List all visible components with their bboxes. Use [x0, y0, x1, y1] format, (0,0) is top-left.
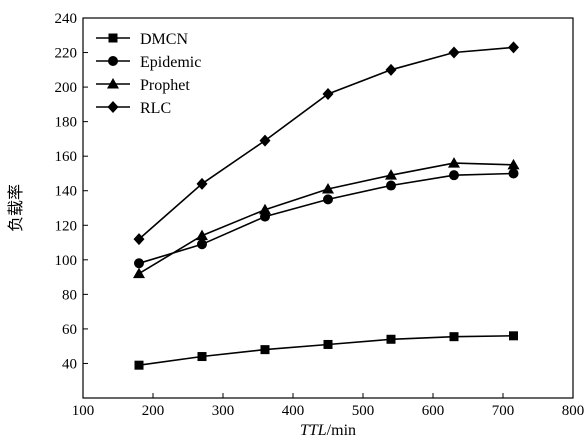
data-point: [134, 258, 144, 269]
y-tick-label: 100: [55, 253, 78, 269]
y-tick-label: 160: [55, 149, 78, 165]
legend-label: RLC: [140, 100, 171, 117]
x-tick-label: 800: [562, 403, 585, 419]
data-point: [197, 352, 207, 362]
data-point: [509, 331, 518, 341]
x-axis-title: TTL/min: [300, 422, 356, 439]
series-layer: [133, 41, 520, 370]
data-point: [322, 183, 334, 194]
data-point: [260, 345, 270, 355]
x-tick-label: 100: [72, 403, 95, 419]
y-tick-label: 140: [55, 184, 78, 200]
series-rlc: [133, 41, 519, 246]
series-prophet: [133, 157, 520, 279]
data-point: [508, 41, 519, 54]
data-point: [385, 169, 397, 180]
data-point: [385, 63, 397, 76]
data-point: [386, 180, 396, 191]
data-point: [196, 177, 208, 190]
y-tick-label: 60: [62, 322, 77, 338]
series-dmcn: [134, 331, 518, 370]
y-tick-label: 80: [62, 287, 77, 303]
data-point: [196, 229, 208, 241]
legend-item: Prophet: [96, 77, 190, 94]
legend-label: Prophet: [140, 77, 190, 94]
legend-marker: [107, 78, 119, 89]
data-point: [323, 339, 333, 349]
y-tick-label: 40: [62, 356, 77, 372]
data-point: [386, 334, 396, 344]
x-tick-label: 700: [492, 403, 515, 419]
series-epidemic: [134, 168, 519, 269]
data-point: [322, 88, 334, 100]
data-point: [448, 46, 460, 59]
x-tick-label: 500: [352, 403, 375, 419]
data-point: [323, 194, 333, 205]
y-tick-label: 240: [55, 11, 78, 27]
series-line: [138, 46, 514, 240]
legend-item: DMCN: [96, 31, 188, 48]
legend-label: DMCN: [140, 31, 188, 48]
legend-marker: [108, 33, 118, 43]
y-tick-label: 180: [55, 115, 78, 131]
plot-frame: [82, 17, 574, 399]
data-point: [449, 332, 459, 342]
axis-ticks: 100 200 300 400 500 600 700 800 40 60 80 100 120 140 1…: [55, 11, 585, 419]
data-point: [508, 168, 519, 179]
data-point: [134, 360, 144, 370]
y-tick-label: 220: [55, 46, 78, 62]
legend-label: Epidemic: [140, 54, 201, 71]
x-tick-label: 300: [212, 403, 235, 419]
legend-marker: [108, 56, 118, 66]
legend-item: Epidemic: [96, 54, 201, 71]
data-point: [133, 233, 145, 246]
series-line: [138, 162, 514, 275]
x-tick-label: 400: [282, 403, 305, 419]
legend: DMCN Epidemic Prophet RLC: [96, 31, 201, 117]
data-point: [259, 203, 271, 215]
y-axis-title: 负载率: [7, 184, 25, 232]
y-tick-label: 120: [55, 218, 78, 234]
data-point: [449, 170, 459, 181]
legend-marker: [107, 101, 119, 113]
x-tick-label: 200: [142, 403, 165, 419]
legend-item: RLC: [96, 100, 171, 117]
data-point: [197, 239, 207, 250]
data-point: [507, 158, 520, 170]
data-point: [448, 157, 460, 168]
data-point: [133, 267, 145, 279]
y-tick-label: 200: [55, 80, 78, 96]
x-tick-label: 600: [422, 403, 445, 419]
data-point: [259, 134, 271, 147]
